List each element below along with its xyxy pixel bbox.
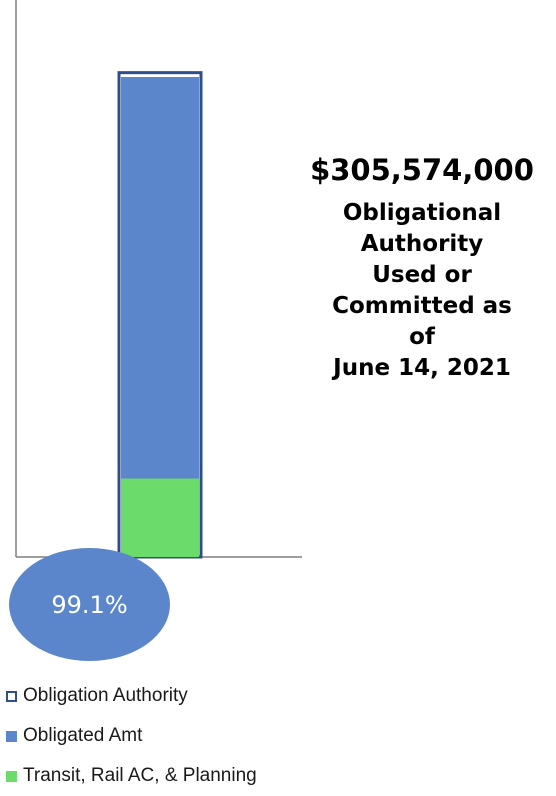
legend-swatch-outline [6,690,17,702]
caption-line: Obligational [342,200,502,226]
legend-swatch-transit [6,770,17,782]
headline-amount: $305,574,000 [310,153,534,187]
caption-line: Authority [360,231,484,257]
percent-bubble: 99.1% [9,548,170,661]
headline-block: $305,574,000 Obligational Authority Used… [296,150,548,384]
legend-label: Obligation Authority [23,685,188,706]
caption-line: June 14, 2021 [333,355,511,381]
legend-swatch-obligated [6,730,17,742]
percent-label: 99.1% [51,590,128,619]
legend-item-obligation-authority: Obligation Authority [6,676,257,716]
headline-caption: Obligational Authority Used or Committed… [296,198,548,384]
legend-label: Transit, Rail AC, & Planning [23,765,257,786]
legend-label: Obligated Amt [23,725,143,746]
legend-item-transit-rail-ac-planning: Transit, Rail AC, & Planning [6,756,257,796]
bar-obligated-amt [121,77,199,558]
chart-legend: Obligation Authority Obligated Amt Trans… [6,676,257,796]
legend-item-obligated-amt: Obligated Amt [6,716,257,756]
caption-line: of [409,324,435,350]
caption-line: Used or [372,262,472,288]
caption-line: Committed as [332,293,512,319]
bar-transit-rail-ac-planning [121,478,199,557]
